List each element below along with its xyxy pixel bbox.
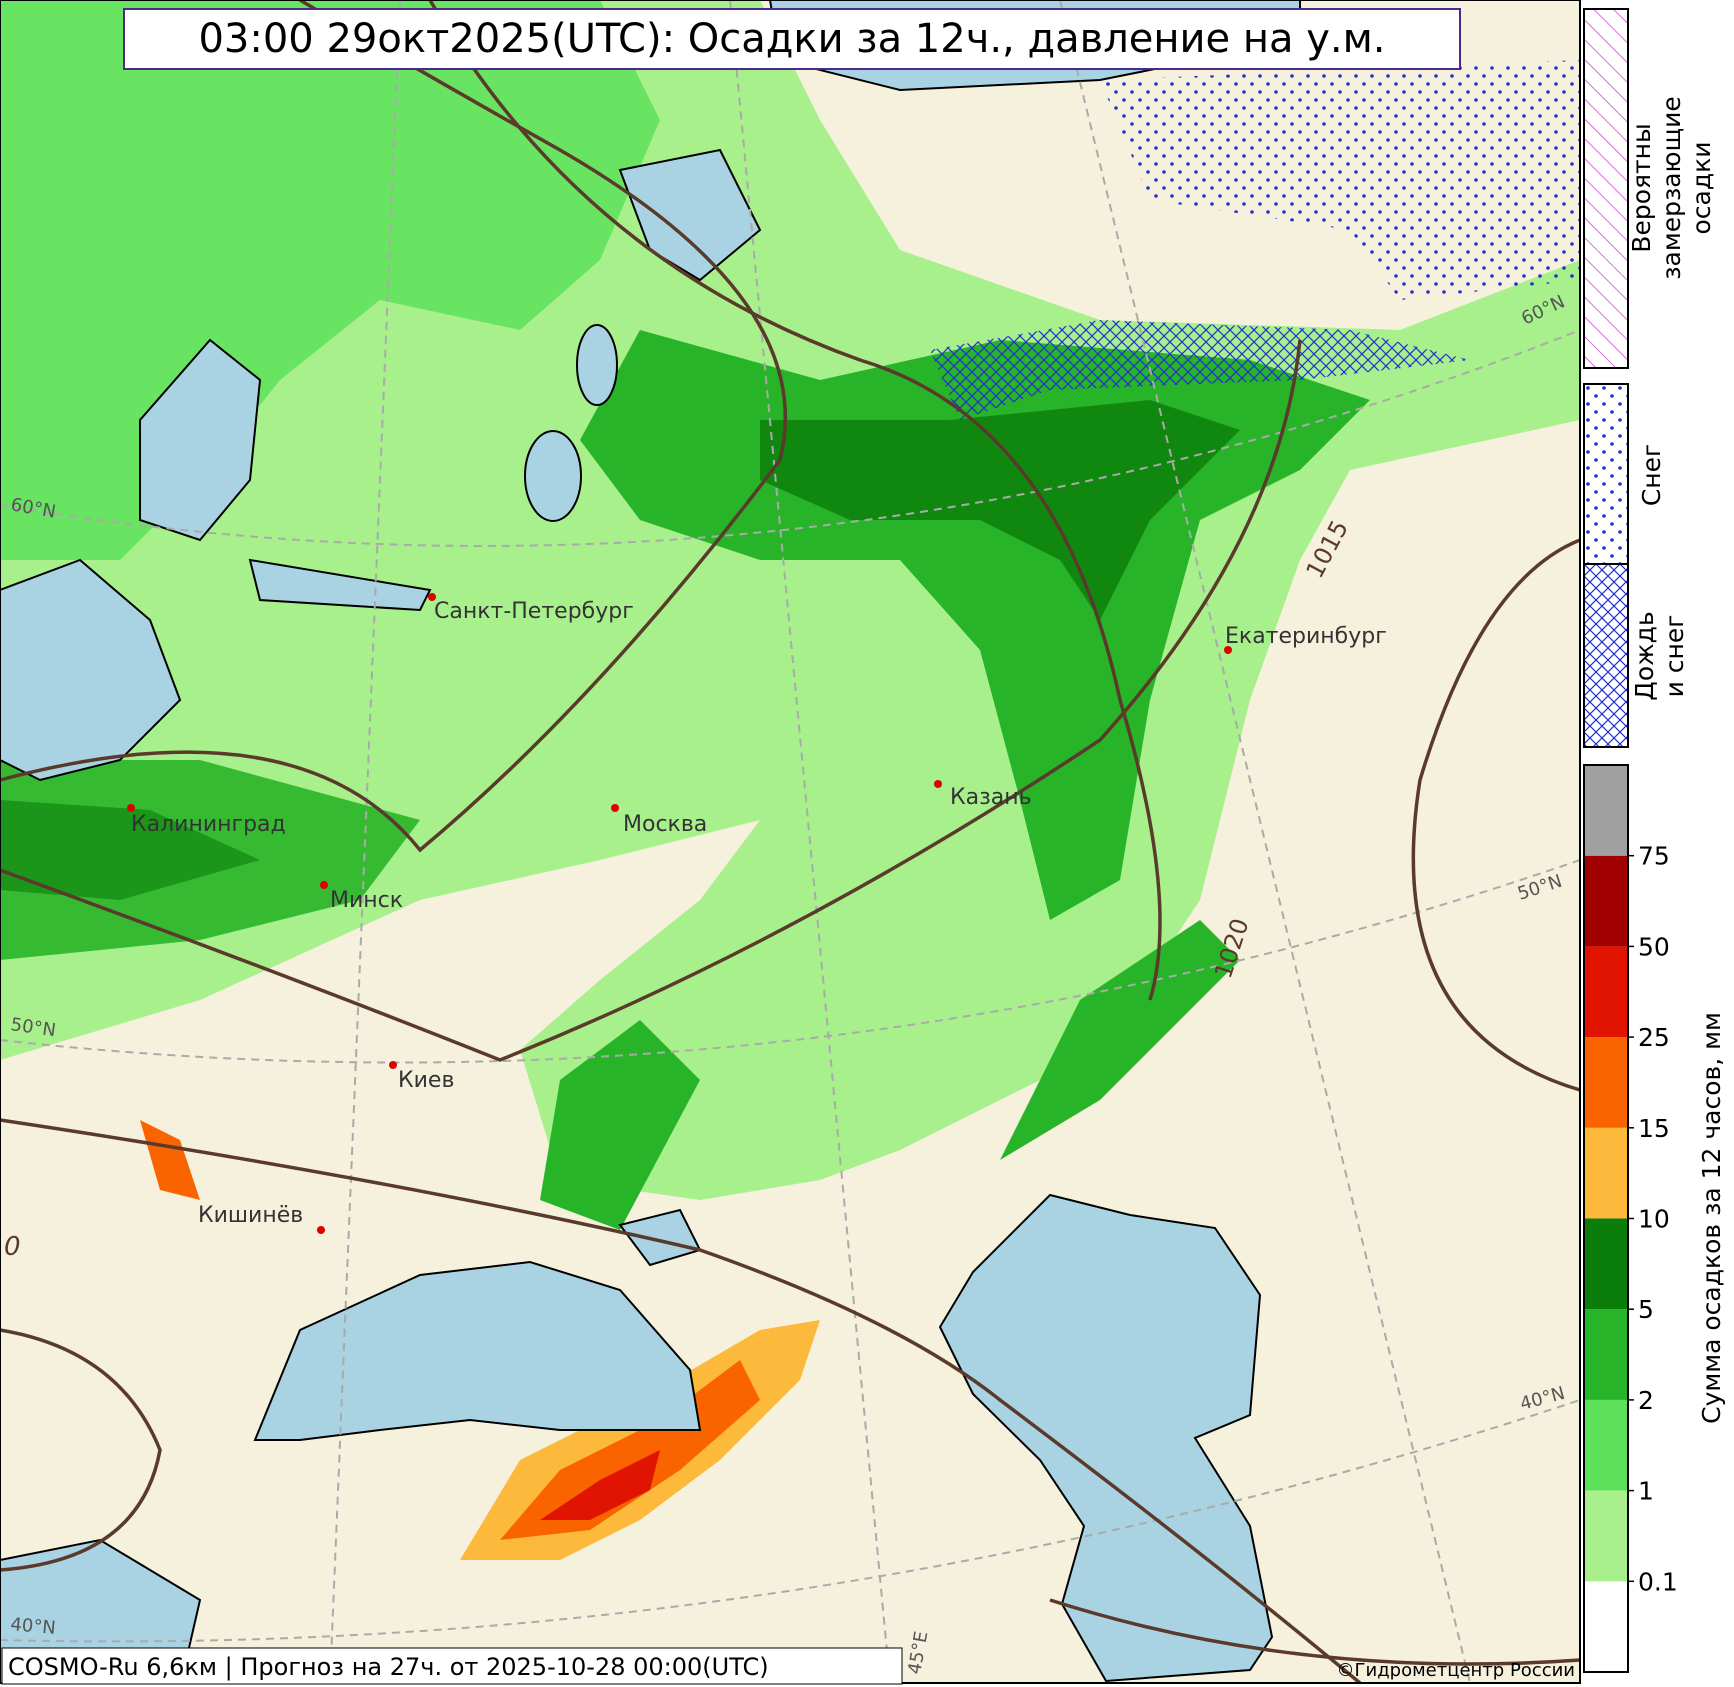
colorbar-segment bbox=[1584, 1490, 1628, 1582]
water bbox=[0, 0, 1301, 1683]
colorbar-tick-label: 25 bbox=[1638, 1023, 1670, 1052]
city-label: Минск bbox=[330, 888, 403, 913]
snow-area bbox=[1100, 60, 1580, 300]
city-label: Киев bbox=[398, 1068, 454, 1093]
colorbar-segment bbox=[1584, 1127, 1628, 1219]
legend-text: и снег bbox=[1660, 615, 1689, 698]
grid-label: 40°N bbox=[10, 1614, 57, 1639]
colorbar-tick-label: 15 bbox=[1638, 1114, 1670, 1143]
colorbar-segment bbox=[1584, 765, 1628, 856]
colorbar-tick-label: 0.1 bbox=[1638, 1567, 1678, 1596]
city-dot bbox=[317, 1226, 325, 1234]
colorbar-tick-label: 5 bbox=[1638, 1295, 1654, 1324]
city-dot bbox=[428, 593, 436, 601]
city-label: Кишинёв bbox=[198, 1203, 303, 1228]
city-dot bbox=[127, 804, 135, 812]
city-label: Калининград bbox=[131, 812, 286, 837]
copyright: ©Гидрометцентр России bbox=[1337, 1660, 1575, 1681]
legend-text: Дождь bbox=[1630, 611, 1659, 700]
freezing-legend: Вероятны замерзающие осадки bbox=[1627, 96, 1716, 280]
colorbar-segment bbox=[1584, 1581, 1628, 1672]
city-dot bbox=[320, 881, 328, 889]
freezing-swatch bbox=[1583, 8, 1629, 369]
colorbar-tick-label: 2 bbox=[1638, 1386, 1654, 1415]
legend-text: осадки bbox=[1687, 142, 1716, 235]
legend-text: Снег bbox=[1637, 444, 1666, 506]
rain-snow-legend: Дождь и снег bbox=[1630, 611, 1689, 700]
snow-swatch bbox=[1583, 383, 1629, 565]
legend-text: Вероятны bbox=[1627, 123, 1656, 252]
isobar-label: 0 bbox=[4, 1232, 21, 1262]
colorbar-tick-label: 50 bbox=[1638, 932, 1670, 961]
colorbar-title: Сумма осадков за 12 часов, мм bbox=[1697, 1012, 1726, 1424]
colorbar-segment bbox=[1584, 1309, 1628, 1400]
footer: COSMO-Ru 6,6км | Прогноз на 27ч. от 2025… bbox=[8, 1653, 769, 1681]
city-label: Санкт-Петербург bbox=[434, 599, 634, 624]
colorbar-segment bbox=[1584, 1399, 1628, 1491]
colorbar-tick-label: 75 bbox=[1638, 842, 1670, 871]
legend-text: замерзающие bbox=[1657, 96, 1686, 280]
title-box bbox=[123, 8, 1461, 70]
colorbar-segment bbox=[1584, 1037, 1628, 1128]
map-area bbox=[0, 0, 1580, 1683]
city-dot bbox=[611, 804, 619, 812]
graticule bbox=[0, 0, 1580, 1683]
colorbar-segment bbox=[1584, 855, 1628, 947]
colorbar-segment bbox=[1584, 946, 1628, 1038]
title: 03:00 29окт2025(UTC): Осадки за 12ч., да… bbox=[198, 16, 1385, 62]
city-label: Москва bbox=[623, 812, 707, 837]
colorbar-tick-label: 1 bbox=[1638, 1477, 1654, 1506]
city-label: Екатеринбург bbox=[1225, 624, 1387, 649]
colorbar-tick-label: 10 bbox=[1638, 1205, 1670, 1234]
city-dot bbox=[389, 1061, 397, 1069]
city-dot bbox=[934, 780, 942, 788]
colorbar-segment bbox=[1584, 1218, 1628, 1310]
isobars bbox=[0, 0, 1580, 1683]
city-label: Казань bbox=[950, 785, 1032, 810]
cities: Санкт-Петербург Калининград Москва Минск… bbox=[127, 593, 1387, 1234]
rain-snow-swatch bbox=[1583, 563, 1629, 748]
footer-box bbox=[1, 1647, 903, 1685]
rain-snow-area bbox=[930, 320, 1470, 420]
city-dot bbox=[1224, 646, 1232, 654]
